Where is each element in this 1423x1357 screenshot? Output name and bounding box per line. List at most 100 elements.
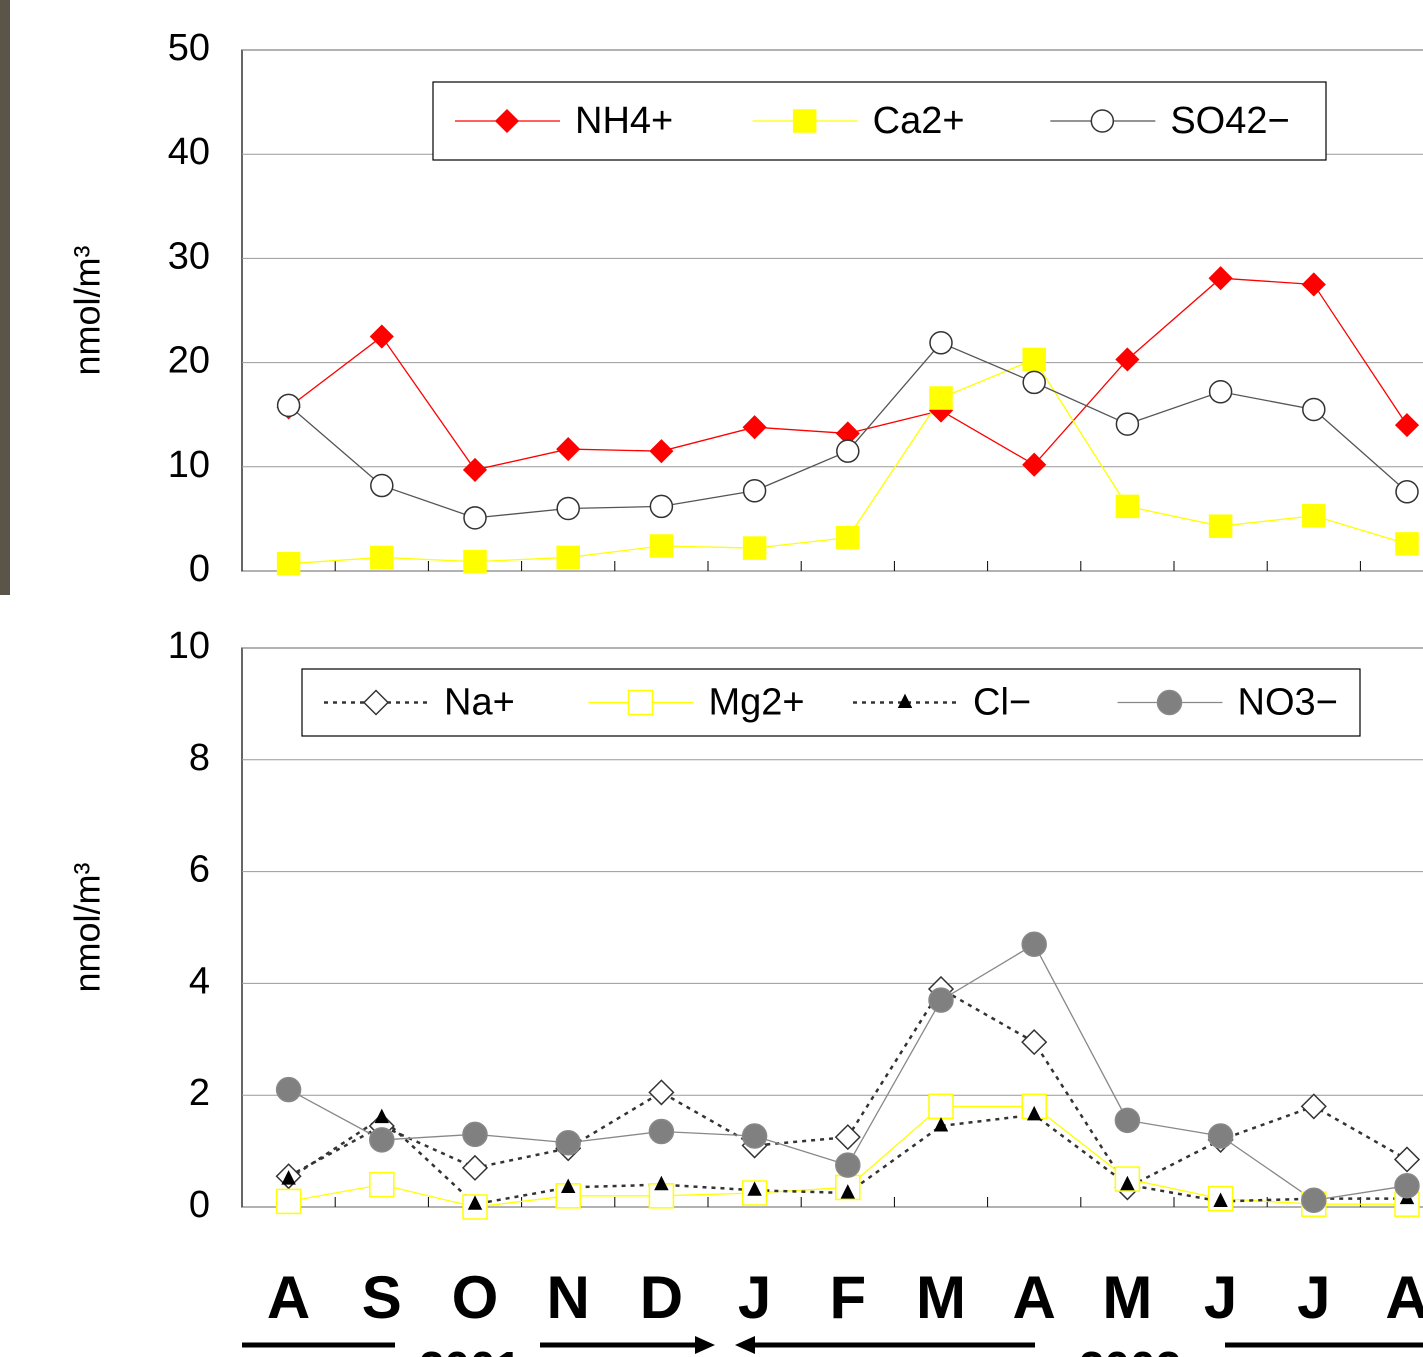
data-point <box>370 545 394 570</box>
data-point <box>1302 397 1326 422</box>
data-point <box>1208 514 1233 538</box>
data-point <box>1021 931 1047 958</box>
year-label: 2001 <box>419 1342 521 1357</box>
x-tick-label: J <box>738 1264 771 1331</box>
data-point <box>1395 532 1419 556</box>
data-point <box>1022 370 1046 395</box>
x-tick-label: N <box>547 1264 590 1331</box>
legend-box <box>432 81 1327 161</box>
year-arrow <box>695 1336 715 1354</box>
data-point <box>555 1183 581 1209</box>
data-point <box>281 1170 296 1185</box>
data-point <box>836 525 860 550</box>
data-point <box>370 473 394 498</box>
y-tick-label: 6 <box>189 849 210 891</box>
data-point <box>649 494 674 519</box>
data-point <box>1213 1192 1228 1207</box>
data-point <box>275 1188 302 1215</box>
data-point <box>369 1127 395 1153</box>
data-point <box>1395 480 1419 504</box>
data-point <box>276 393 301 418</box>
data-point <box>742 415 767 440</box>
data-point <box>369 1171 395 1198</box>
data-point <box>556 545 580 570</box>
data-point <box>1022 347 1046 372</box>
legend-marker <box>362 689 390 716</box>
data-point <box>933 1117 949 1132</box>
data-point <box>929 331 953 355</box>
data-point <box>369 324 394 349</box>
data-point <box>1115 347 1140 372</box>
data-point <box>1300 1093 1327 1120</box>
legend-marker <box>1156 689 1183 716</box>
data-point <box>1208 380 1233 404</box>
x-tick-label: M <box>916 1264 966 1331</box>
y-tick-label: 0 <box>189 1184 210 1226</box>
data-point <box>1114 1107 1141 1134</box>
x-tick-label: F <box>829 1264 866 1331</box>
data-point <box>1393 1146 1421 1173</box>
y-tick-label: 20 <box>168 340 210 382</box>
data-point <box>463 549 487 574</box>
data-point <box>1208 266 1233 291</box>
data-point <box>840 1184 856 1199</box>
data-point <box>649 439 674 464</box>
legend-marker <box>792 109 817 133</box>
x-tick-label: S <box>362 1264 402 1331</box>
data-point <box>1021 1029 1048 1056</box>
data-point <box>463 506 487 530</box>
photo-edge <box>0 0 10 595</box>
data-point <box>467 1195 483 1210</box>
legend-marker <box>494 108 520 134</box>
data-point <box>462 457 488 482</box>
data-point <box>649 534 674 558</box>
legend-marker <box>1090 109 1115 133</box>
y-tick-label: 40 <box>168 131 210 173</box>
data-point <box>1301 272 1326 297</box>
data-point <box>1115 494 1140 519</box>
x-tick-label: M <box>1102 1264 1152 1331</box>
legend-label: Ca2+ <box>873 100 965 142</box>
data-point <box>1207 1123 1234 1149</box>
data-point <box>1022 452 1047 477</box>
year-label: 2002 <box>1079 1342 1181 1357</box>
y-tick-label: 50 <box>168 27 210 69</box>
data-point <box>834 1124 861 1151</box>
data-point <box>276 551 301 576</box>
legend-label: NO3− <box>1238 682 1338 724</box>
x-tick-label: A <box>1013 1264 1056 1331</box>
y-tick-label: 10 <box>168 625 210 667</box>
legend-marker <box>897 693 913 709</box>
data-point <box>1394 413 1420 438</box>
y-tick-label: 30 <box>168 235 210 277</box>
data-point <box>747 1181 762 1196</box>
x-tick-label: D <box>640 1264 683 1331</box>
legend-marker <box>627 689 654 716</box>
legend-label: Na+ <box>444 682 515 724</box>
y-tick-label: 10 <box>168 444 210 486</box>
data-point <box>648 1079 675 1106</box>
data-point <box>1120 1175 1135 1191</box>
y-tick-label: 4 <box>189 960 210 1002</box>
data-point <box>928 1093 954 1120</box>
legend-label: SO42− <box>1170 100 1289 142</box>
legend-label: Cl− <box>973 682 1031 724</box>
data-point <box>835 1152 861 1178</box>
data-point <box>556 496 580 521</box>
data-point <box>648 1118 675 1145</box>
legend-label: Mg2+ <box>709 682 805 724</box>
y-tick-label: 2 <box>189 1072 210 1114</box>
y-axis-label: nmol/m³ <box>67 862 108 992</box>
x-tick-label: A <box>267 1264 310 1331</box>
x-tick-label: J <box>1204 1264 1237 1331</box>
data-point <box>1301 1187 1327 1214</box>
data-point <box>560 1178 576 1193</box>
data-point <box>555 1129 581 1156</box>
data-point <box>1115 412 1140 436</box>
x-tick-label: J <box>1297 1264 1330 1331</box>
y-tick-label: 0 <box>189 548 210 590</box>
data-point <box>374 1108 390 1124</box>
data-point <box>836 439 860 463</box>
